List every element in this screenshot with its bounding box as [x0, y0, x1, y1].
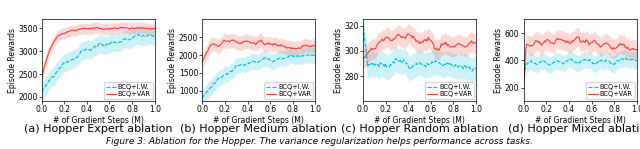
BCQ+I.W. [198, 98, 206, 99]
Legend: BCQ+I.W., BCQ+VAR: BCQ+I.W., BCQ+VAR [425, 82, 474, 99]
Y-axis label: Episode Rewards: Episode Rewards [8, 28, 17, 93]
BCQ+I.W. [102, 45, 109, 47]
BCQ+I.W. [613, 60, 621, 61]
BCQ+VAR [633, 49, 640, 51]
Text: (c) Hopper Random ablation: (c) Hopper Random ablation [340, 124, 499, 134]
BCQ+I.W. [236, 65, 243, 66]
BCQ+I.W. [404, 64, 412, 66]
BCQ+VAR [312, 45, 319, 47]
BCQ+I.W. [151, 34, 159, 36]
X-axis label: # of Gradient Steps (M): # of Gradient Steps (M) [374, 116, 465, 125]
BCQ+VAR [424, 40, 431, 42]
BCQ+VAR [236, 42, 244, 44]
BCQ+I.W. [243, 62, 251, 64]
Line: BCQ+I.W.: BCQ+I.W. [524, 58, 637, 77]
BCQ+I.W. [131, 35, 139, 37]
BCQ+VAR [614, 45, 621, 47]
Line: BCQ+VAR: BCQ+VAR [202, 40, 316, 62]
BCQ+I.W. [584, 59, 591, 61]
BCQ+I.W. [359, 25, 367, 27]
BCQ+VAR [151, 28, 159, 30]
Legend: BCQ+I.W., BCQ+VAR: BCQ+I.W., BCQ+VAR [104, 82, 153, 99]
BCQ+VAR [564, 41, 572, 43]
BCQ+VAR [419, 41, 427, 43]
BCQ+I.W. [258, 59, 266, 61]
BCQ+I.W. [564, 59, 572, 61]
BCQ+VAR [230, 39, 237, 41]
Text: (b) Hopper Medium ablation: (b) Hopper Medium ablation [180, 124, 337, 134]
BCQ+VAR [520, 84, 527, 86]
BCQ+I.W. [276, 57, 284, 59]
BCQ+I.W. [419, 63, 426, 65]
Line: BCQ+I.W.: BCQ+I.W. [202, 55, 316, 98]
Line: BCQ+VAR: BCQ+VAR [524, 37, 637, 85]
BCQ+I.W. [423, 63, 431, 65]
BCQ+VAR [580, 41, 588, 42]
BCQ+I.W. [520, 76, 527, 78]
BCQ+VAR [396, 35, 404, 37]
BCQ+I.W. [83, 48, 90, 50]
BCQ+I.W. [437, 64, 445, 66]
BCQ+VAR [557, 39, 564, 41]
BCQ+I.W. [472, 67, 480, 69]
BCQ+VAR [599, 45, 607, 46]
BCQ+VAR [438, 44, 446, 45]
BCQ+I.W. [75, 54, 83, 56]
BCQ+I.W. [633, 60, 640, 62]
BCQ+VAR [453, 43, 461, 45]
BCQ+VAR [198, 61, 206, 63]
Legend: BCQ+I.W., BCQ+VAR: BCQ+I.W., BCQ+VAR [264, 82, 314, 99]
BCQ+VAR [102, 28, 109, 30]
BCQ+VAR [277, 44, 285, 45]
BCQ+I.W. [292, 56, 300, 58]
Y-axis label: Episode Rewards: Episode Rewards [495, 28, 504, 93]
BCQ+I.W. [621, 57, 629, 58]
BCQ+VAR [83, 28, 90, 30]
Legend: BCQ+I.W., BCQ+VAR: BCQ+I.W., BCQ+VAR [586, 82, 635, 99]
Line: BCQ+VAR: BCQ+VAR [42, 27, 155, 79]
BCQ+VAR [575, 36, 582, 38]
BCQ+I.W. [97, 43, 105, 45]
Line: BCQ+I.W.: BCQ+I.W. [363, 26, 476, 71]
BCQ+VAR [75, 28, 83, 30]
BCQ+VAR [404, 33, 412, 35]
BCQ+I.W. [312, 54, 319, 56]
BCQ+I.W. [452, 66, 460, 67]
BCQ+VAR [118, 26, 126, 28]
Y-axis label: Episode Rewards: Episode Rewards [334, 28, 343, 93]
BCQ+I.W. [116, 41, 124, 42]
BCQ+VAR [244, 41, 252, 42]
BCQ+VAR [259, 41, 266, 43]
X-axis label: # of Gradient Steps (M): # of Gradient Steps (M) [52, 116, 143, 125]
BCQ+I.W. [396, 59, 404, 61]
Line: BCQ+I.W.: BCQ+I.W. [42, 34, 155, 92]
X-axis label: # of Gradient Steps (M): # of Gradient Steps (M) [535, 116, 626, 125]
BCQ+I.W. [135, 33, 143, 35]
Line: BCQ+VAR: BCQ+VAR [363, 34, 476, 58]
BCQ+VAR [292, 48, 300, 50]
BCQ+VAR [263, 43, 271, 45]
BCQ+I.W. [262, 57, 270, 59]
BCQ+VAR [404, 33, 412, 35]
BCQ+VAR [132, 27, 140, 29]
Y-axis label: Episode Rewards: Episode Rewards [168, 28, 177, 93]
BCQ+I.W. [468, 70, 476, 72]
BCQ+VAR [472, 42, 480, 44]
X-axis label: # of Gradient Steps (M): # of Gradient Steps (M) [213, 116, 304, 125]
Text: Figure 3: Ablation for the Hopper. The variance regularization helps performance: Figure 3: Ablation for the Hopper. The v… [106, 137, 534, 146]
BCQ+VAR [116, 27, 124, 29]
BCQ+VAR [584, 41, 592, 43]
BCQ+VAR [97, 28, 105, 30]
BCQ+I.W. [557, 61, 564, 63]
BCQ+I.W. [38, 91, 45, 93]
Text: (a) Hopper Expert ablation: (a) Hopper Expert ablation [24, 124, 172, 134]
Text: (d) Hopper Mixed ablation: (d) Hopper Mixed ablation [508, 124, 640, 134]
BCQ+I.W. [579, 60, 587, 62]
BCQ+I.W. [598, 59, 605, 61]
BCQ+VAR [38, 78, 45, 80]
BCQ+VAR [359, 58, 367, 59]
